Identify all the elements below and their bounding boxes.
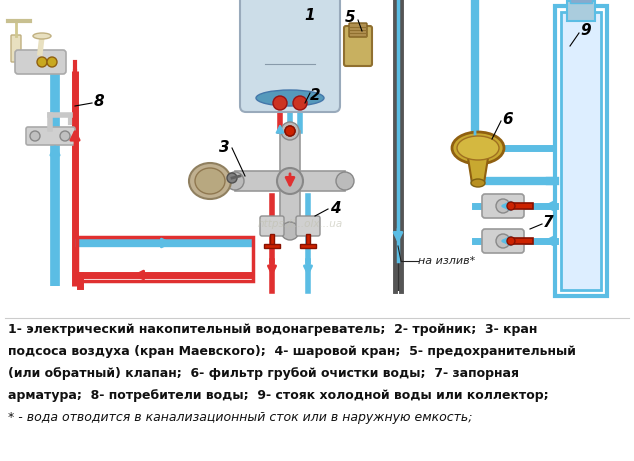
Bar [511,238,533,244]
Ellipse shape [457,136,499,160]
FancyBboxPatch shape [344,26,372,66]
Bar [306,234,310,246]
Circle shape [285,126,295,136]
Bar [555,6,607,296]
Text: 1- электрический накопительный водонагреватель;  2- тройник;  3- кран: 1- электрический накопительный водонагре… [8,323,538,336]
Bar [264,244,280,248]
FancyBboxPatch shape [349,23,367,37]
Ellipse shape [452,132,504,164]
Bar [280,131,300,231]
Text: 1: 1 [305,8,315,23]
Bar [511,203,533,209]
Bar [235,171,345,191]
FancyBboxPatch shape [15,50,66,74]
Circle shape [273,96,287,110]
Circle shape [277,168,303,194]
Circle shape [60,131,70,141]
Text: * - вода отводится в канализационный сток или в наружную емкость;: * - вода отводится в канализационный сто… [8,411,472,424]
Ellipse shape [195,168,225,194]
Circle shape [285,126,295,136]
Circle shape [281,222,299,240]
Circle shape [507,202,515,210]
FancyBboxPatch shape [240,0,340,112]
Polygon shape [468,158,488,183]
Circle shape [227,173,237,183]
Text: 8: 8 [94,94,105,108]
Bar [395,0,401,291]
Text: 3: 3 [219,141,230,155]
Text: 2: 2 [310,88,321,102]
Text: 9: 9 [580,24,591,39]
Text: подсоса воздуха (кран Маевского);  4- шаровой кран;  5- предохранительный: подсоса воздуха (кран Маевского); 4- шар… [8,345,576,358]
Ellipse shape [256,90,324,106]
FancyBboxPatch shape [260,216,284,236]
FancyBboxPatch shape [482,229,524,253]
Circle shape [37,57,47,67]
Text: на излив*: на излив* [418,256,476,266]
FancyBboxPatch shape [26,127,75,145]
Circle shape [226,172,244,190]
Text: арматура;  8- потребители воды;  9- стояк холодной воды или коллектор;: арматура; 8- потребители воды; 9- стояк … [8,389,548,402]
Ellipse shape [471,179,485,187]
Bar [77,237,253,281]
FancyBboxPatch shape [482,194,524,218]
Circle shape [293,96,307,110]
Circle shape [47,57,57,67]
Circle shape [496,234,510,248]
Circle shape [496,199,510,213]
Circle shape [507,237,515,245]
Bar [561,12,601,290]
Ellipse shape [33,33,51,39]
Bar [567,1,595,21]
Circle shape [281,122,299,140]
Text: 7: 7 [543,215,553,230]
Circle shape [30,131,40,141]
Bar [300,244,316,248]
Text: https://...olx...ua: https://...olx...ua [257,219,342,229]
FancyBboxPatch shape [296,216,320,236]
Text: (или обратный) клапан;  6- фильтр грубой очистки воды;  7- запорная: (или обратный) клапан; 6- фильтр грубой … [8,367,519,380]
Circle shape [336,172,354,190]
Ellipse shape [189,163,231,199]
Bar [570,0,592,3]
Text: 5: 5 [344,11,355,25]
FancyBboxPatch shape [11,35,21,62]
Text: 4: 4 [330,201,340,217]
Text: 6: 6 [502,112,513,126]
Bar [270,234,274,246]
